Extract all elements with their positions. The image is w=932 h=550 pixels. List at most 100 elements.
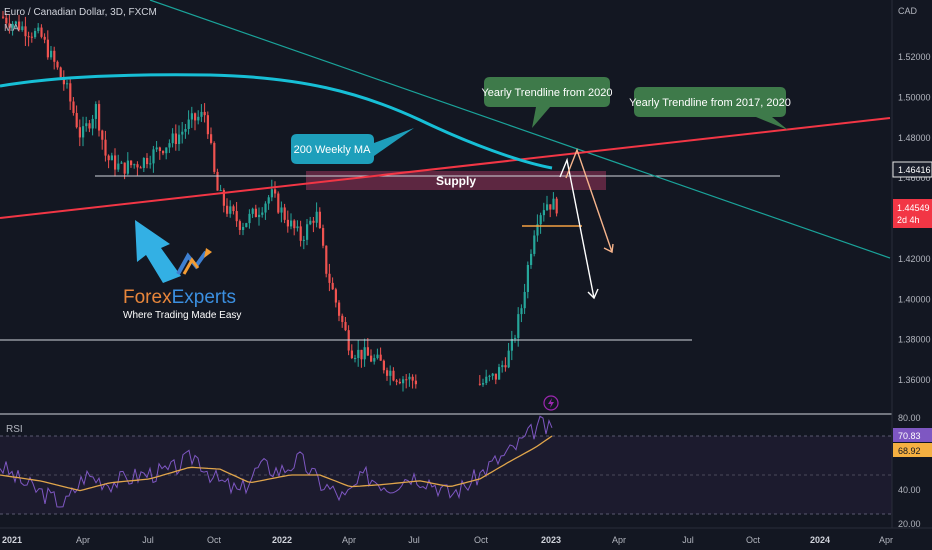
candle-body: [78, 127, 81, 138]
time-label: Apr: [612, 535, 626, 545]
candle-body: [2, 16, 5, 18]
candle-body: [382, 360, 385, 371]
time-label: Oct: [474, 535, 489, 545]
candle-body: [542, 210, 545, 216]
time-labels: 2021 Apr Jul Oct 2022 Apr Jul Oct 2023 Apr Jul Oct 2…: [2, 535, 893, 545]
candle-body: [85, 123, 88, 127]
candle-body: [104, 139, 107, 156]
candle-body: [414, 380, 417, 385]
candle-body: [146, 157, 149, 165]
candle-body: [312, 220, 315, 223]
trendline-2020[interactable]: [149, 0, 891, 259]
candle-body: [504, 365, 507, 368]
candle-body: [149, 163, 152, 165]
candle-body: [14, 21, 17, 24]
candle-body: [98, 104, 101, 131]
candle-body: [277, 193, 280, 213]
candle-body: [18, 21, 21, 30]
forexexperts-logo: [135, 220, 212, 283]
candle-body: [165, 147, 168, 154]
arrowhead-orange: [603, 243, 614, 254]
callout-trend-2020: Yearly Trendline from 2020: [481, 77, 613, 128]
candle-body: [197, 116, 200, 121]
candle-body: [328, 273, 331, 283]
marker-rsi-ma: 68.92: [893, 443, 932, 457]
callout-ma200: 200 Weekly MA: [291, 128, 414, 164]
candle-body: [514, 337, 517, 339]
symbol-title: Euro / Canadian Dollar, 3D, FXCM: [4, 7, 157, 18]
candle-body: [11, 23, 14, 28]
marker-rsi: 70.83: [893, 428, 932, 442]
ma-200-line[interactable]: [0, 73, 553, 170]
time-label: 2023: [541, 535, 561, 545]
trendline-2017-2020[interactable]: [0, 117, 891, 219]
candle-body: [222, 190, 225, 206]
candle-body: [168, 143, 171, 148]
candle-body: [181, 131, 184, 135]
marker-rsi-text: 70.83: [898, 431, 921, 441]
callout-trend-2020-text: Yearly Trendline from 2020: [481, 87, 612, 99]
candle-body: [286, 219, 289, 227]
candle-body: [43, 36, 46, 40]
rsi-tick-label: 80.00: [898, 413, 921, 423]
time-label: Apr: [76, 535, 90, 545]
price-tick-label: 1.42000: [898, 254, 931, 264]
lightning-icon[interactable]: [543, 395, 559, 411]
candle-body: [501, 365, 504, 368]
callout-trend-2017-text: Yearly Trendline from 2017, 2020: [629, 97, 791, 109]
time-label: Oct: [207, 535, 222, 545]
candle-body: [248, 213, 251, 224]
candle-body: [66, 83, 69, 85]
candle-body: [258, 214, 261, 218]
time-axis[interactable]: [0, 528, 932, 550]
price-tick-label: 1.50000: [898, 92, 931, 102]
candle-body: [549, 204, 552, 210]
candle-body: [267, 197, 270, 204]
projection-arrow-orange: [565, 147, 613, 253]
candle-body: [213, 142, 216, 172]
callout-ma200-text: 200 Weekly MA: [294, 144, 371, 156]
candle-body: [34, 31, 37, 38]
candle-body: [187, 119, 190, 129]
candle-body: [120, 162, 123, 164]
candle-body: [194, 113, 197, 121]
candle-body: [94, 104, 97, 119]
price-tick-label: 1.38000: [898, 335, 931, 345]
candle-body: [264, 203, 267, 213]
candle-body: [21, 26, 24, 30]
time-label: Jul: [142, 535, 154, 545]
candle-body: [488, 375, 491, 377]
candle-body: [82, 126, 85, 138]
time-label: 2024: [810, 535, 830, 545]
candle-body: [491, 373, 494, 376]
candle-body: [283, 207, 286, 220]
candle-body: [8, 23, 11, 28]
candle-body: [325, 245, 328, 274]
candle-body: [158, 147, 161, 151]
candle-body: [75, 112, 78, 128]
rsi-label: RSI: [6, 424, 23, 435]
candle-body: [318, 211, 321, 229]
candle-body: [402, 379, 405, 384]
currency-label: CAD: [898, 6, 918, 16]
candle-body: [517, 314, 520, 338]
candle-body: [299, 226, 302, 241]
candle-body: [341, 315, 344, 322]
candle-body: [555, 198, 558, 214]
candle-body: [386, 370, 389, 376]
candle-body: [408, 376, 411, 380]
candle-body: [59, 67, 62, 78]
candle-body: [552, 198, 555, 210]
time-label: 2021: [2, 535, 22, 545]
candle-body: [245, 223, 248, 227]
candle-body: [254, 208, 257, 218]
candle-body: [546, 204, 549, 211]
candle-body: [520, 308, 523, 315]
price-axis[interactable]: [892, 0, 932, 550]
candle-body: [50, 50, 53, 58]
candle-body: [526, 264, 529, 292]
candle-body: [389, 370, 392, 376]
brand-tagline: Where Trading Made Easy: [123, 310, 241, 321]
candle-body: [200, 111, 203, 117]
